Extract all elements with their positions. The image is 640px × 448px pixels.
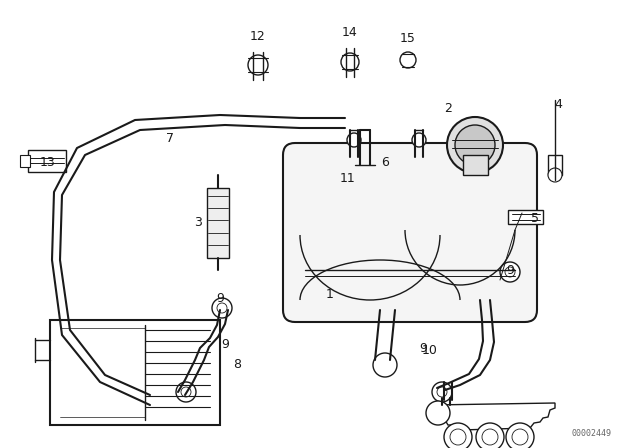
Text: 00002449: 00002449 [572, 428, 612, 438]
Bar [207, 188, 229, 258]
Text: 4: 4 [554, 99, 562, 112]
Text: 1: 1 [326, 289, 334, 302]
Text: 12: 12 [250, 30, 266, 43]
Circle shape [432, 382, 452, 402]
Circle shape [500, 262, 520, 282]
Text: 9: 9 [221, 339, 229, 352]
Circle shape [455, 125, 495, 165]
Circle shape [476, 423, 504, 448]
Text: 5: 5 [531, 211, 539, 224]
Bar [508, 210, 543, 224]
Circle shape [341, 53, 359, 71]
Text: 8: 8 [233, 358, 241, 371]
Text: 9: 9 [216, 292, 224, 305]
Bar [20, 155, 30, 167]
Circle shape [506, 423, 534, 448]
Text: 14: 14 [342, 26, 358, 39]
Bar [463, 155, 488, 175]
Circle shape [426, 401, 450, 425]
Circle shape [373, 353, 397, 377]
Circle shape [447, 117, 503, 173]
Circle shape [548, 168, 562, 182]
Circle shape [512, 429, 528, 445]
Text: 7: 7 [166, 132, 174, 145]
Text: 10: 10 [422, 344, 438, 357]
Text: 9: 9 [506, 263, 514, 276]
Bar [548, 155, 562, 175]
Text: 2: 2 [444, 103, 452, 116]
Circle shape [450, 429, 466, 445]
Circle shape [505, 267, 515, 277]
Text: 13: 13 [40, 155, 56, 168]
Text: 9: 9 [419, 341, 427, 354]
Circle shape [437, 387, 447, 397]
Circle shape [181, 387, 191, 397]
Text: 6: 6 [381, 156, 389, 169]
Text: 11: 11 [340, 172, 356, 185]
Text: 3: 3 [194, 215, 202, 228]
Bar [28, 150, 66, 172]
Text: 15: 15 [400, 31, 416, 44]
Circle shape [217, 303, 227, 313]
Circle shape [412, 133, 426, 147]
Circle shape [444, 423, 472, 448]
Circle shape [212, 298, 232, 318]
Circle shape [248, 55, 268, 75]
Circle shape [400, 52, 416, 68]
Polygon shape [432, 403, 555, 430]
FancyBboxPatch shape [283, 143, 537, 322]
Circle shape [176, 382, 196, 402]
Circle shape [347, 133, 361, 147]
Circle shape [482, 429, 498, 445]
Bar [50, 320, 220, 425]
